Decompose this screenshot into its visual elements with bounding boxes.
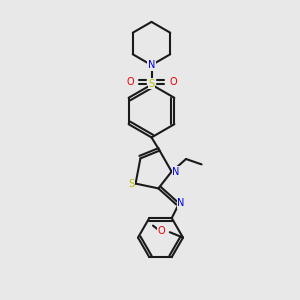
Text: O: O — [169, 77, 177, 87]
Text: O: O — [158, 226, 165, 236]
Text: N: N — [177, 198, 184, 208]
Text: O: O — [126, 77, 134, 87]
Text: S: S — [148, 79, 154, 89]
Text: N: N — [172, 167, 179, 177]
Text: N: N — [148, 60, 155, 70]
Text: S: S — [128, 178, 134, 189]
